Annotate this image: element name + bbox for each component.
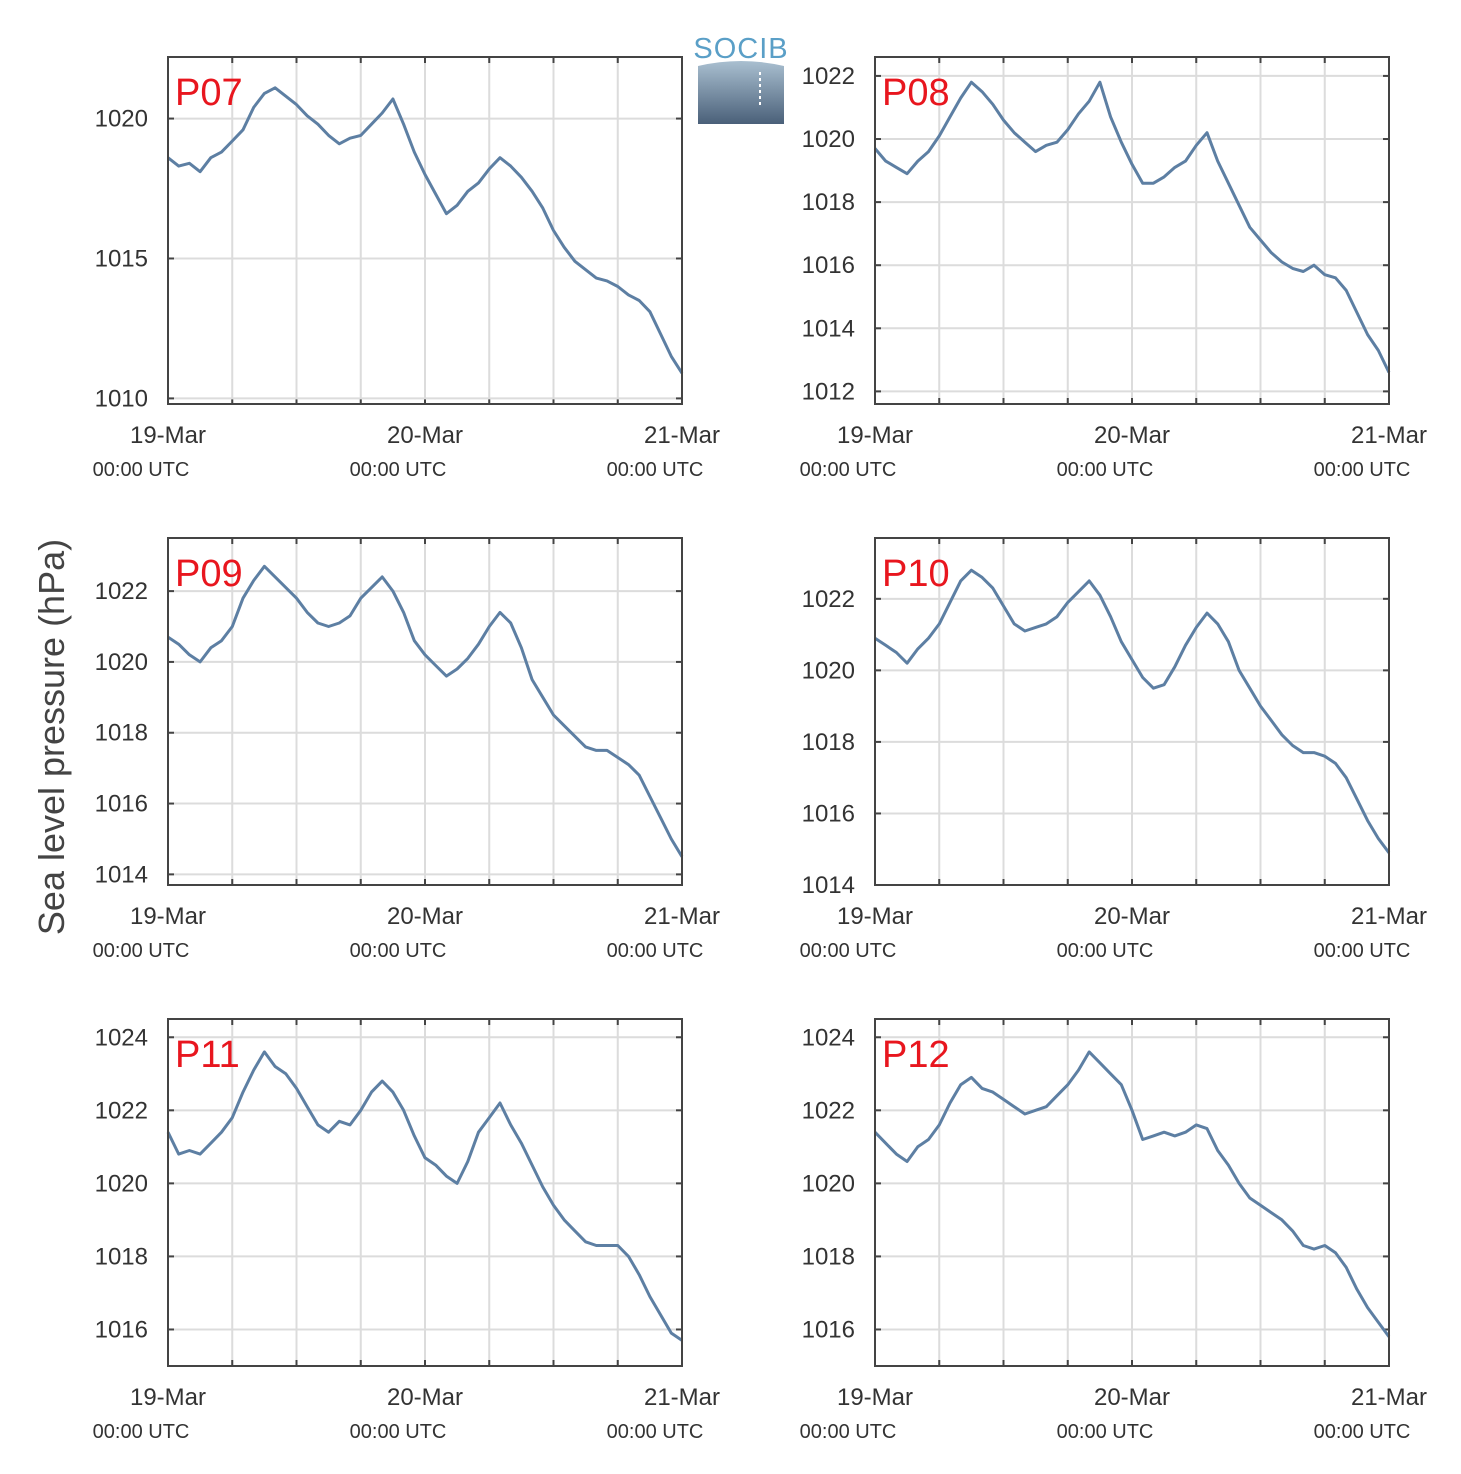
x-tick-label: 20-Mar (387, 1384, 463, 1411)
y-tick-label: 1022 (802, 586, 855, 613)
x-tick-sublabel: 00:00 UTC (93, 1421, 190, 1443)
y-tick-label: 1022 (95, 578, 148, 605)
panel-label: P12 (882, 1034, 950, 1076)
x-tick-label: 21-Mar (644, 903, 720, 930)
panel-p07: 1010 1015 1020 19-Mar 00:00 UTC 20-Mar 00:00 U… (93, 56, 720, 481)
x-tick-sublabel: 00:00 UTC (350, 940, 447, 962)
panel-label: P10 (882, 553, 950, 595)
panel-label: P08 (882, 72, 950, 114)
y-tick-label: 1018 (802, 1243, 855, 1270)
socib-logo-wave (698, 61, 784, 124)
plot-frame (874, 56, 1390, 405)
series-line-p09 (167, 564, 684, 858)
panel-label: P09 (175, 553, 243, 595)
y-tick-label: 1020 (802, 126, 855, 153)
y-tick-label: 1016 (802, 800, 855, 827)
y-tick-label: 1014 (95, 861, 148, 888)
x-tick-label: 19-Mar (837, 422, 913, 449)
x-tick-label: 19-Mar (837, 1384, 913, 1411)
x-tick-sublabel: 00:00 UTC (1057, 459, 1154, 481)
y-tick-label: 1018 (95, 1243, 148, 1270)
panel-p08: 1012 1014 1016 1018 1020 1022 19-Mar 00:00 UTC 2… (800, 56, 1427, 481)
x-tick-sublabel: 00:00 UTC (1314, 1421, 1411, 1443)
x-tick-sublabel: 00:00 UTC (800, 459, 897, 481)
panel-p11: 1016 1018 1020 1022 1024 19-Mar 00:00 UTC 20-Ma… (93, 1018, 720, 1443)
series-line-p12 (873, 1050, 1391, 1338)
panel-label: P07 (175, 72, 243, 114)
plot-frame (167, 56, 683, 405)
y-tick-label: 1016 (95, 1316, 148, 1343)
panel-p09: 1014 1016 1018 1020 1022 19-Mar 00:00 UTC 20-Ma… (93, 537, 720, 962)
x-tick-label: 19-Mar (130, 903, 206, 930)
x-tick-label: 20-Mar (387, 903, 463, 930)
plot-frame (874, 1018, 1390, 1367)
y-tick-label: 1020 (95, 106, 148, 133)
y-tick-label: 1016 (95, 791, 148, 818)
x-tick-label: 20-Mar (1094, 422, 1170, 449)
x-tick-sublabel: 00:00 UTC (800, 1421, 897, 1443)
panel-label: P11 (175, 1034, 240, 1076)
x-tick-label: 20-Mar (1094, 1384, 1170, 1411)
y-tick-label: 1018 (802, 189, 855, 216)
x-tick-label: 19-Mar (837, 903, 913, 930)
y-tick-label: 1024 (95, 1024, 148, 1051)
x-tick-label: 21-Mar (644, 1384, 720, 1411)
panel-p12: 1016 1018 1020 1022 1024 19-Mar 00:00 UTC 20-Ma… (800, 1018, 1427, 1443)
series-line-p08 (873, 80, 1391, 374)
x-tick-sublabel: 00:00 UTC (607, 940, 704, 962)
x-tick-sublabel: 00:00 UTC (1057, 1421, 1154, 1443)
series-line-p07 (167, 86, 684, 375)
y-tick-label: 1010 (95, 385, 148, 412)
y-axis-label: Sea level pressure (hPa) (31, 539, 72, 935)
y-tick-label: 1024 (802, 1024, 855, 1051)
y-tick-label: 1020 (95, 649, 148, 676)
x-tick-label: 19-Mar (130, 422, 206, 449)
x-tick-sublabel: 00:00 UTC (607, 1421, 704, 1443)
y-tick-label: 1012 (802, 378, 855, 405)
y-tick-label: 1022 (802, 1097, 855, 1124)
plot-frame (167, 537, 683, 886)
series-line-p11 (166, 1050, 683, 1342)
x-tick-label: 21-Mar (1351, 422, 1427, 449)
y-tick-label: 1014 (802, 315, 855, 342)
x-tick-label: 20-Mar (1094, 903, 1170, 930)
socib-logo: SOCIB (693, 33, 788, 124)
x-tick-label: 21-Mar (1351, 1384, 1427, 1411)
panels: 1010 1015 1020 19-Mar 00:00 UTC 20-Mar 00:00 U… (93, 56, 1427, 1443)
y-tick-label: 1020 (95, 1170, 148, 1197)
x-tick-sublabel: 00:00 UTC (350, 459, 447, 481)
x-tick-label: 21-Mar (1351, 903, 1427, 930)
y-tick-label: 1014 (802, 872, 855, 899)
x-tick-sublabel: 00:00 UTC (800, 940, 897, 962)
panel-p10: 1014 1016 1018 1020 1022 19-Mar 00:00 UTC 20-Ma… (800, 537, 1427, 962)
y-tick-label: 1016 (802, 252, 855, 279)
plot-frame (167, 1018, 683, 1367)
x-tick-sublabel: 00:00 UTC (607, 459, 704, 481)
x-tick-label: 19-Mar (130, 1384, 206, 1411)
plot-frame (874, 537, 1390, 886)
x-tick-sublabel: 00:00 UTC (93, 940, 190, 962)
x-tick-sublabel: 00:00 UTC (1314, 940, 1411, 962)
x-tick-sublabel: 00:00 UTC (93, 459, 190, 481)
y-tick-label: 1018 (802, 729, 855, 756)
x-tick-sublabel: 00:00 UTC (350, 1421, 447, 1443)
y-tick-label: 1016 (802, 1316, 855, 1343)
y-tick-label: 1020 (802, 1170, 855, 1197)
x-tick-sublabel: 00:00 UTC (1057, 940, 1154, 962)
x-tick-label: 21-Mar (644, 422, 720, 449)
y-tick-label: 1015 (95, 245, 148, 272)
y-tick-label: 1020 (802, 657, 855, 684)
series-line-p10 (874, 568, 1391, 854)
socib-logo-text: SOCIB (693, 33, 788, 65)
y-tick-label: 1022 (95, 1097, 148, 1124)
y-tick-label: 1022 (802, 63, 855, 90)
x-tick-sublabel: 00:00 UTC (1314, 459, 1411, 481)
y-tick-label: 1018 (95, 720, 148, 747)
x-tick-label: 20-Mar (387, 422, 463, 449)
